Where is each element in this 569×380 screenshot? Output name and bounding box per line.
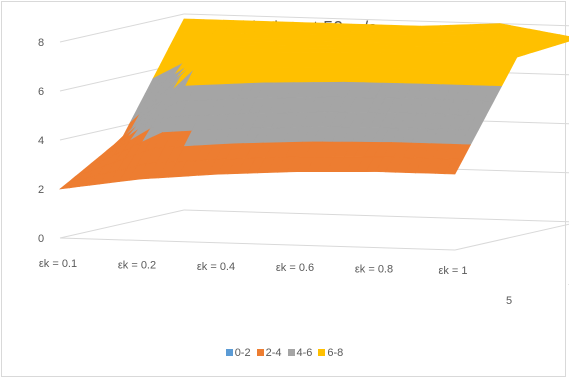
legend-swatch xyxy=(287,349,295,356)
legend: 0-2 2-4 4-6 6-8 xyxy=(0,347,569,359)
x-tick-label: εk = 0.4 xyxy=(197,261,235,273)
floor-edge xyxy=(454,223,569,251)
y-tick-label: 6 xyxy=(38,86,44,98)
y-tick-label: 8 xyxy=(38,37,44,49)
legend-label: 0-2 xyxy=(234,347,251,359)
y-tick-label: 0 xyxy=(38,233,44,245)
legend-item: 6-8 xyxy=(318,347,343,359)
legend-item: 4-6 xyxy=(287,347,313,359)
legend-swatch xyxy=(318,349,326,356)
gridline-back xyxy=(183,209,569,223)
x-tick-label: εk = 0.6 xyxy=(276,262,314,274)
legend-swatch xyxy=(256,349,264,356)
legend-item: 2-4 xyxy=(256,347,282,359)
gridline-back xyxy=(183,13,569,27)
legend-label: 2-4 xyxy=(265,347,282,359)
legend-label: 4-6 xyxy=(296,347,313,359)
gridline-side xyxy=(59,209,185,239)
legend-swatch xyxy=(225,349,233,356)
legend-label: 6-8 xyxy=(327,347,344,359)
x-tick-label: εk = 0.1 xyxy=(39,258,77,270)
surface-patch xyxy=(444,158,464,175)
x-tick-label: εk = 0.2 xyxy=(118,259,156,271)
gridline-side xyxy=(59,13,185,43)
legend-item: 0-2 xyxy=(225,347,251,359)
x-tick-label: εk = 1 xyxy=(438,265,467,277)
depth-tick-label: 5 xyxy=(506,295,512,307)
floor-edge xyxy=(59,237,456,251)
x-tick-label: εk = 0.8 xyxy=(355,264,393,276)
y-tick-label: 4 xyxy=(38,135,44,147)
y-tick-label: 2 xyxy=(38,184,44,196)
